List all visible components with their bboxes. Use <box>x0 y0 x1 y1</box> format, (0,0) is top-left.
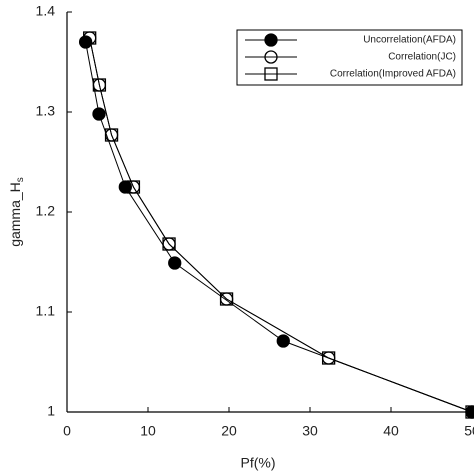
legend-marker <box>264 67 278 81</box>
y-tick-label: 1.3 <box>36 103 56 119</box>
legend-label: Correlation(Improved AFDA) <box>330 69 456 80</box>
marker <box>92 107 106 121</box>
marker <box>321 351 336 365</box>
marker <box>168 256 182 270</box>
series-line <box>85 41 473 413</box>
x-tick-label: 40 <box>383 423 399 439</box>
y-axis-label-sub: s <box>15 177 26 182</box>
x-tick-label: 20 <box>221 423 237 439</box>
x-tick-label: 30 <box>302 423 318 439</box>
legend-label: Correlation(JC) <box>388 52 456 63</box>
legend-marker <box>264 50 278 64</box>
y-tick-label: 1.2 <box>36 203 56 219</box>
y-axis-label: gamma_Hs <box>7 177 26 247</box>
marker <box>219 292 234 306</box>
marker <box>104 128 119 142</box>
x-tick-label: 0 <box>63 423 71 439</box>
y-axis-label-main: gamma_H <box>7 182 23 247</box>
marker <box>276 334 290 348</box>
marker <box>92 78 107 92</box>
marker <box>83 31 97 45</box>
x-tick-label: 10 <box>140 423 156 439</box>
marker <box>162 237 176 251</box>
marker <box>126 180 141 194</box>
y-tick-label: 1.4 <box>36 3 56 19</box>
legend-marker <box>264 33 278 47</box>
y-tick-label: 1.1 <box>36 303 56 319</box>
legend-label: Uncorrelation(AFDA) <box>363 35 456 46</box>
x-axis-label: Pf(%) <box>241 455 276 471</box>
marker <box>465 405 474 419</box>
x-tick-label: 50 <box>464 423 474 439</box>
series-line <box>89 37 473 413</box>
y-tick-label: 1 <box>47 403 55 419</box>
